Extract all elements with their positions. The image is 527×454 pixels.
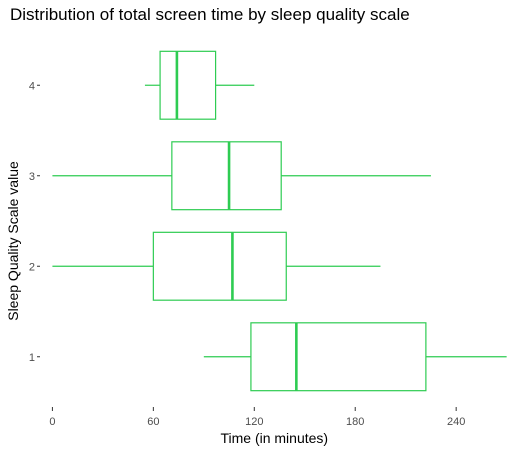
x-axis: 0 60 120 180 240 <box>49 407 465 428</box>
box-iqr <box>250 322 427 392</box>
x-tick-label: 240 <box>447 416 465 428</box>
y-tick-label: 2 <box>29 261 35 273</box>
y-tick-label: 1 <box>29 352 35 364</box>
box-iqr <box>159 50 217 120</box>
x-tick-label: 60 <box>147 416 159 428</box>
y-axis: 1 2 3 4 <box>29 80 40 364</box>
x-tick-label: 180 <box>346 416 364 428</box>
box-iqr <box>171 141 282 211</box>
x-axis-label: Time (in minutes) <box>220 430 328 446</box>
boxes-group <box>52 50 507 392</box>
y-tick-label: 4 <box>29 80 35 92</box>
y-axis-label: Sleep Quality Scale value <box>5 161 21 321</box>
chart-title: Distribution of total screen time by sle… <box>10 5 410 24</box>
box-iqr <box>152 231 287 301</box>
y-tick-label: 3 <box>29 171 35 183</box>
x-tick-label: 120 <box>245 416 263 428</box>
x-tick-label: 0 <box>49 416 55 428</box>
